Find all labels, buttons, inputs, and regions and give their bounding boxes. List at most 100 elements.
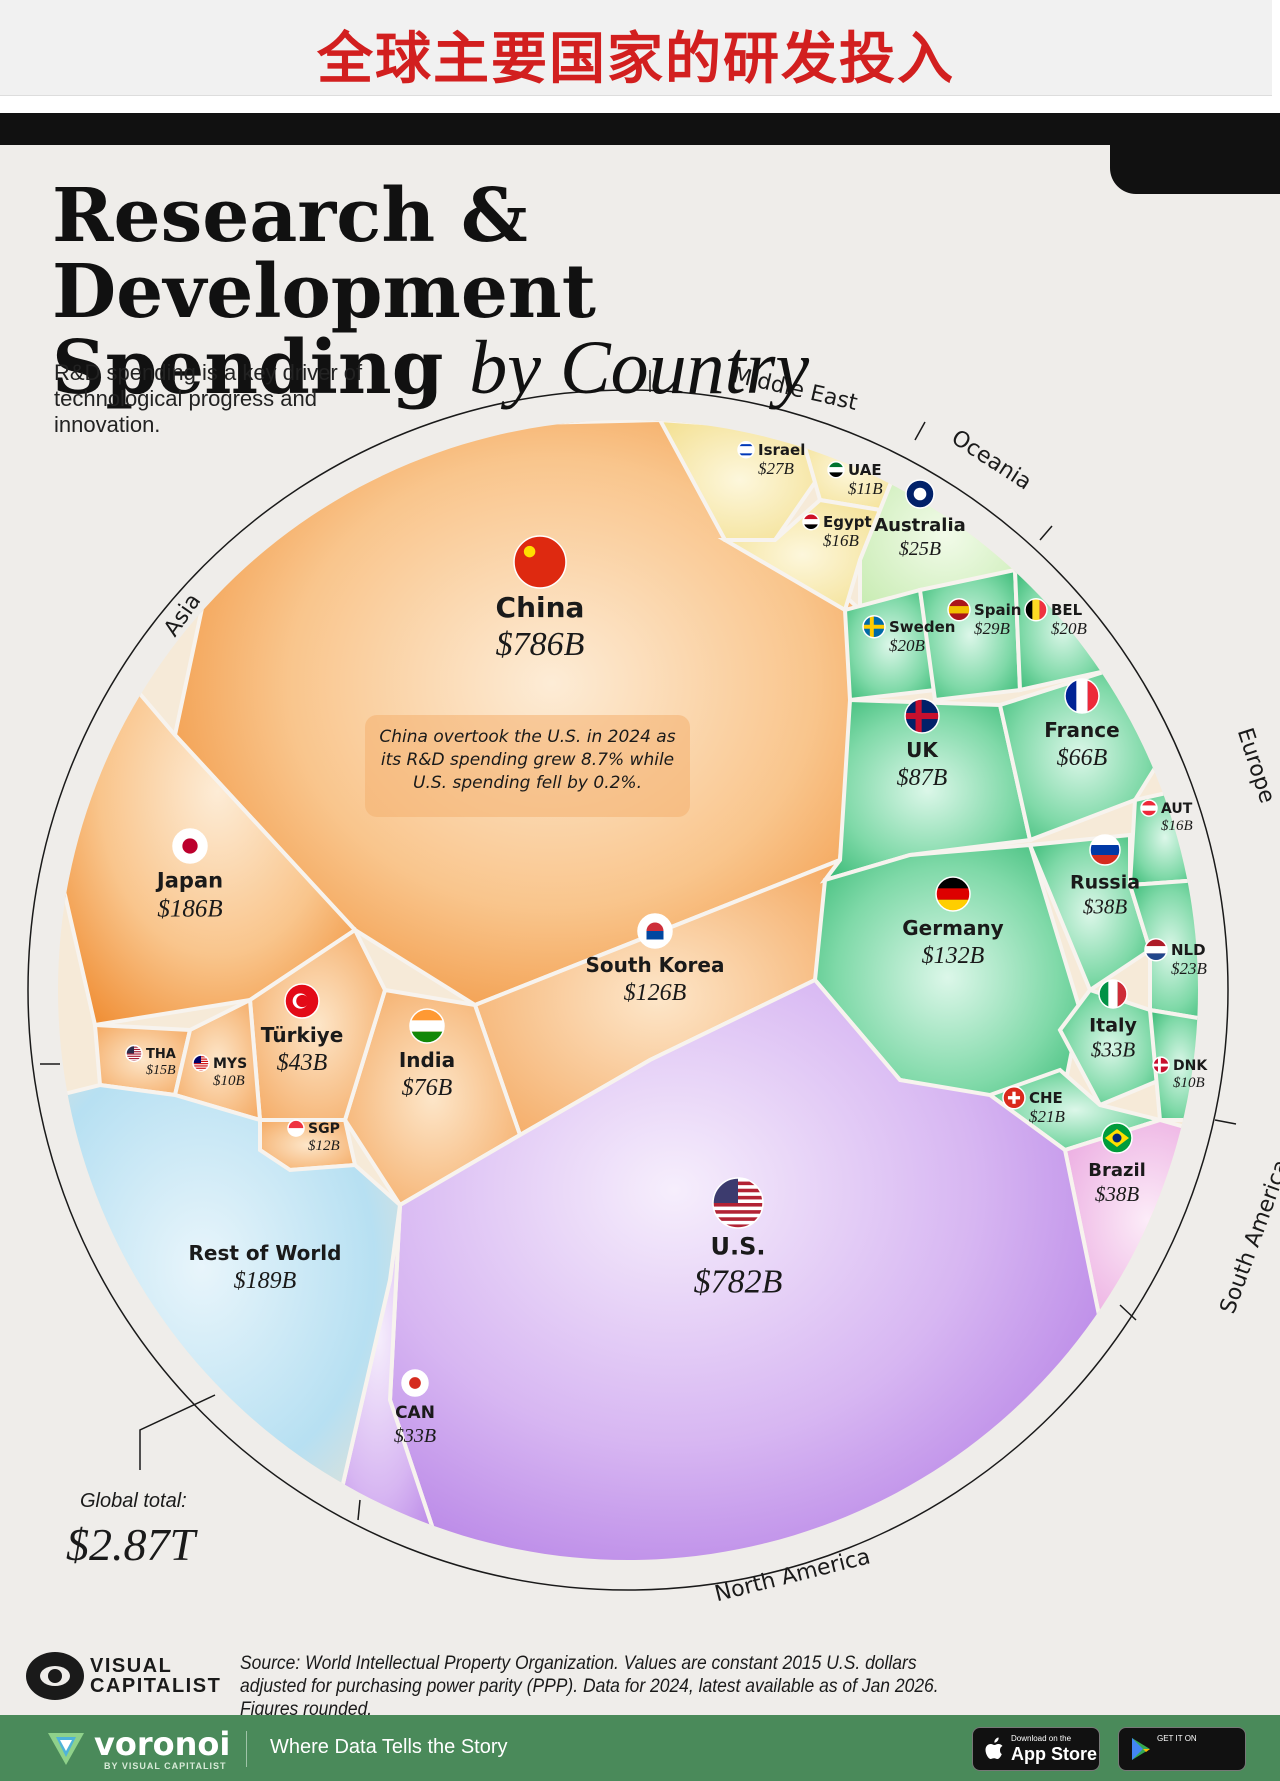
cell-name-t-rkiye: Türkiye — [261, 1023, 344, 1047]
cell-label-uae: UAE$11B — [827, 461, 883, 498]
cell-name-tha: THA — [146, 1047, 176, 1062]
singapore-flag-icon — [288, 1120, 304, 1137]
cell-name-india: India — [399, 1048, 455, 1072]
cell-name-aut: AUT — [1161, 801, 1193, 817]
germany-flag-icon — [936, 877, 970, 911]
thailand-flag-icon — [126, 1045, 142, 1062]
china-annotation: China overtook the U.S. in 2024 as its R… — [365, 715, 690, 817]
region-ticks — [40, 370, 1237, 1521]
tick-europe-start — [1039, 525, 1053, 541]
cell-label-t-rkiye: Türkiye $43B — [261, 983, 344, 1076]
us-flag-icon — [713, 1178, 763, 1228]
cell-name-uk: UK — [906, 738, 939, 762]
egypt-flag-icon — [803, 513, 819, 530]
cell-value-egypt: $16B — [823, 531, 860, 550]
cell-name-che: CHE — [1029, 1089, 1063, 1107]
russia-flag-icon — [1090, 835, 1120, 865]
cell-value-sgp: $12B — [308, 1138, 340, 1154]
title-line-1: Research & Development — [52, 173, 596, 335]
cell-label-india: India $76B — [399, 1008, 455, 1101]
china-flag-icon — [514, 536, 566, 588]
australia-flag-icon — [906, 480, 934, 508]
south-korea-flag-icon — [638, 914, 672, 948]
chinese-title: 全球主要国家的研发投入 — [317, 27, 955, 92]
cell-value-australia: $25B — [899, 538, 941, 560]
black-corner-tab — [1110, 140, 1280, 194]
cell-label-u-s: U.S. $782B — [694, 1177, 783, 1300]
india-flag-icon — [410, 1009, 444, 1043]
switzerland-flag-icon — [1003, 1086, 1025, 1109]
cell-value-italy: $33B — [1091, 1037, 1136, 1061]
tagline: Where Data Tells the Story — [270, 1736, 508, 1758]
cell-value-israel: $27B — [758, 459, 795, 478]
cell-label-france: France $66B — [1044, 678, 1120, 771]
voronoi-v-icon — [48, 1733, 84, 1765]
region-label-north-america: North America — [712, 1544, 873, 1607]
cell-label-sweden: Sweden$20B — [862, 615, 955, 655]
cell-value-china: $786B — [496, 626, 585, 663]
israel-flag-icon — [738, 441, 754, 458]
title-line-2-bold: Spending — [52, 325, 444, 411]
footer-divider — [246, 1731, 247, 1767]
cell-label-sgp: SGP$12B — [287, 1119, 340, 1154]
voronoi-logo[interactable]: voronoi BY VISUAL CAPITALIST — [46, 1725, 246, 1771]
netherlands-flag-icon — [1145, 938, 1167, 961]
cell-name-dnk: DNK — [1173, 1058, 1208, 1074]
annotation-text-wrap: China overtook the U.S. in 2024 as its R… — [379, 727, 675, 793]
cell-name-can: CAN — [395, 1403, 435, 1423]
cell-value-tha: $15B — [146, 1063, 176, 1078]
region-label-south-america: South America — [1216, 1157, 1280, 1317]
title-line-2: Spending by Country — [52, 330, 1032, 406]
cell-label-che: CHE$21B — [1002, 1086, 1066, 1126]
app-store-button[interactable]: Download on the App Store — [972, 1727, 1100, 1771]
vc-pupil — [48, 1669, 62, 1683]
cell-name-rest-of-world: Rest of World — [189, 1241, 342, 1265]
cell-name-uae: UAE — [848, 461, 882, 479]
uae-flag-icon — [828, 461, 844, 478]
cell-value-japan: $186B — [157, 896, 222, 923]
uk-flag-icon — [905, 699, 939, 733]
visual-capitalist-logo: VISUAL CAPITALIST — [26, 1652, 220, 1700]
tick-namerica-start — [1119, 1304, 1137, 1321]
cell-value-spain: $29B — [974, 619, 1011, 638]
cell-label-italy: Italy$33B — [1089, 979, 1138, 1061]
cell-label-uk: UK $87B — [897, 698, 948, 791]
cell-label-south-korea: South Korea $126B — [586, 913, 725, 1006]
global-total-label: Global total: — [80, 1490, 187, 1512]
turkiye-flag-icon — [285, 984, 319, 1018]
cell-label-japan: Japan $186B — [155, 828, 223, 923]
footer-bar: voronoi BY VISUAL CAPITALIST Where Data … — [0, 1715, 1280, 1781]
france-flag-icon — [1065, 679, 1099, 713]
cell-labels: China$786B Japan $186B South Korea $126B Indi… — [125, 441, 1208, 1447]
region-label-oceania: Oceania — [947, 425, 1036, 495]
cell-label-brazil: Brazil$38B — [1088, 1122, 1146, 1206]
spain-flag-icon — [948, 598, 970, 621]
cell-value-nld: $23B — [1171, 959, 1208, 978]
tick-oceania-start — [914, 421, 926, 441]
cell-label-can: CAN$33B — [394, 1369, 436, 1447]
cell-name-china: China — [496, 591, 585, 624]
cell-name-germany: Germany — [902, 916, 1003, 940]
sweden-flag-icon — [863, 615, 885, 638]
cell-label-dnk: DNK$10B — [1152, 1056, 1208, 1091]
tick-namerica-end — [357, 1499, 361, 1521]
cell-value-bel: $20B — [1051, 619, 1088, 638]
region-label-europe: Europe — [1232, 725, 1280, 806]
cell-name-nld: NLD — [1171, 941, 1206, 959]
cell-name-israel: Israel — [758, 441, 805, 459]
cell-label-spain: Spain$29B — [947, 598, 1021, 638]
google-play-button[interactable]: GET IT ON — [1118, 1727, 1246, 1771]
global-total-leader — [139, 1394, 216, 1470]
cell-name-mys: MYS — [213, 1056, 247, 1072]
source-note: Source: World Intellectual Property Orga… — [240, 1653, 939, 1720]
cell-label-russia: Russia$38B — [1070, 834, 1140, 918]
subtitle: R&D spending is a key driver of technolo… — [54, 360, 363, 437]
vc-logo-text: VISUAL CAPITALIST — [90, 1655, 222, 1697]
title-line-2-italic: by Country — [469, 326, 810, 410]
app-store-small-text: Download on the — [1011, 1734, 1072, 1743]
cell-value-france: $66B — [1057, 745, 1108, 771]
cell-value-dnk: $10B — [1173, 1075, 1205, 1091]
google-play-icon — [1132, 1738, 1150, 1760]
outer-ring — [27, 389, 1229, 1591]
cell-name-south-korea: South Korea — [586, 953, 725, 977]
